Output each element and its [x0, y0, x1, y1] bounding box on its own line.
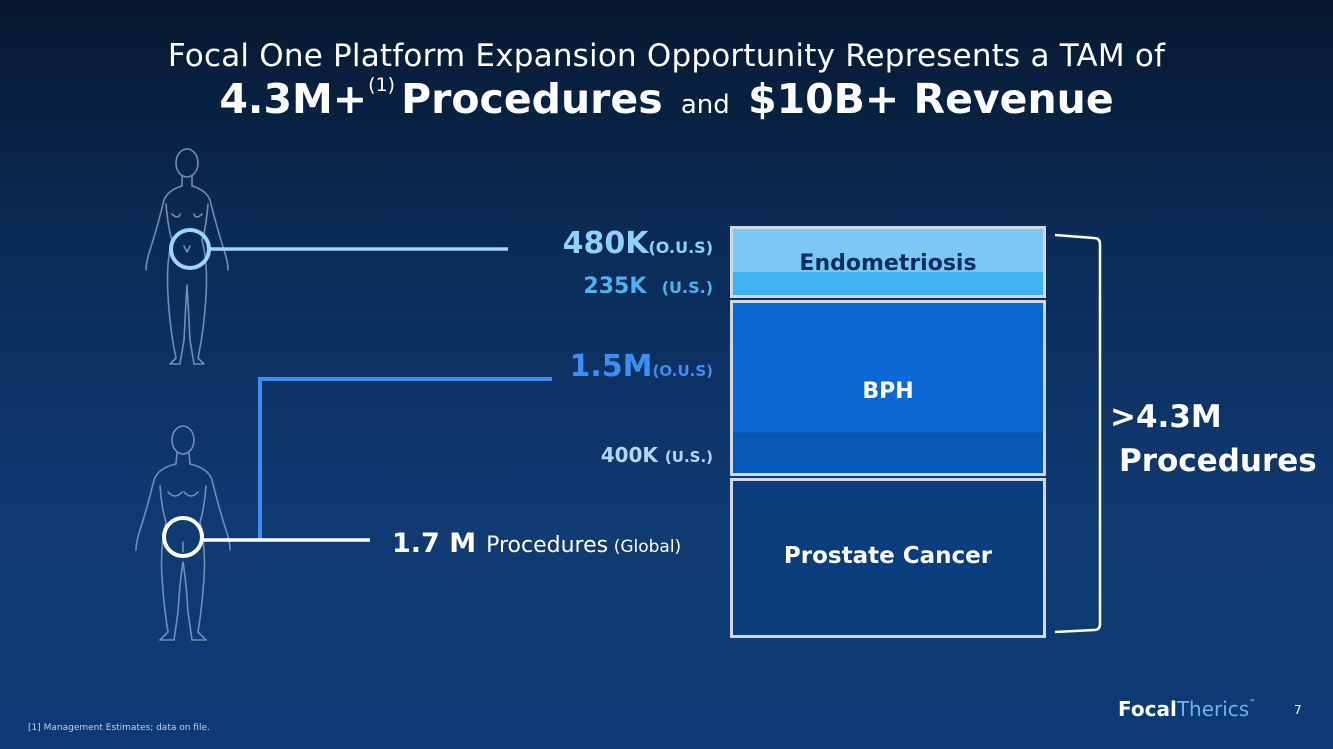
title-procedures: Procedures: [401, 75, 663, 123]
endometriosis-ous-value: 480K: [562, 226, 649, 261]
female-figure-icon: [145, 148, 229, 365]
title-and: and: [680, 90, 730, 120]
prostate-cancer-segment: Prostate Cancer: [730, 478, 1046, 638]
endometriosis-us-label: 235K (U.S.): [583, 274, 713, 299]
bph-connector-line: [258, 377, 552, 540]
endometriosis-label: Endometriosis: [799, 251, 977, 276]
prostate-value: 1.7 M: [392, 528, 477, 559]
bph-ous-value: 1.5M: [569, 349, 653, 384]
logo-bold: Focal: [1118, 697, 1177, 721]
endometriosis-ous-region: (O.U.S): [648, 238, 713, 257]
prostate-global-label: 1.7 M Procedures (Global): [392, 528, 681, 559]
logo-light: Therics: [1176, 697, 1250, 721]
bph-divider: [733, 435, 1043, 436]
endometriosis-us-value: 235K: [583, 274, 647, 299]
bph-ous-region: (O.U.S): [652, 362, 713, 380]
company-logo: FocalTherics™: [1118, 697, 1255, 721]
procedure-stack: Endometriosis BPH Prostate Cancer: [730, 226, 1046, 638]
title-footnote-ref: (1): [368, 74, 396, 96]
prostate-cancer-label: Prostate Cancer: [783, 543, 993, 569]
prostate-region: (Global): [613, 537, 682, 557]
page-number: 7: [1294, 703, 1302, 717]
bph-us-label: 400K (U.S.): [601, 443, 713, 467]
bph-segment: BPH: [730, 300, 1046, 476]
endometriosis-ous-label: 480K(O.U.S): [563, 226, 713, 261]
bph-us-value: 400K: [600, 443, 658, 467]
footnote: [1] Management Estimates; data on file.: [28, 723, 210, 733]
title-amount: 4.3M+: [219, 75, 368, 123]
page-title-line2: 4.3M+(1) Procedures and $10B+ Revenue: [0, 74, 1333, 123]
bracket-icon: [1054, 233, 1102, 634]
title-revenue: $10B+ Revenue: [748, 75, 1114, 123]
endometriosis-us-region: (U.S.): [661, 278, 713, 297]
total-value: >4.3M: [1110, 399, 1222, 435]
prostate-procedures-word: Procedures: [486, 533, 609, 558]
bph-us-region: (U.S.): [664, 448, 713, 466]
total-procedures-word: Procedures: [1119, 443, 1317, 479]
logo-tm: ™: [1249, 699, 1256, 706]
bph-label: BPH: [862, 379, 914, 404]
male-figure-icon: [135, 425, 231, 641]
endometriosis-segment: Endometriosis: [730, 226, 1046, 298]
male-target-circle: [162, 516, 204, 558]
bph-ous-label: 1.5M(O.U.S): [569, 349, 713, 384]
page-title-line1: Focal One Platform Expansion Opportunity…: [167, 38, 1166, 74]
total-procedures: >4.3M Procedures: [1110, 395, 1317, 483]
